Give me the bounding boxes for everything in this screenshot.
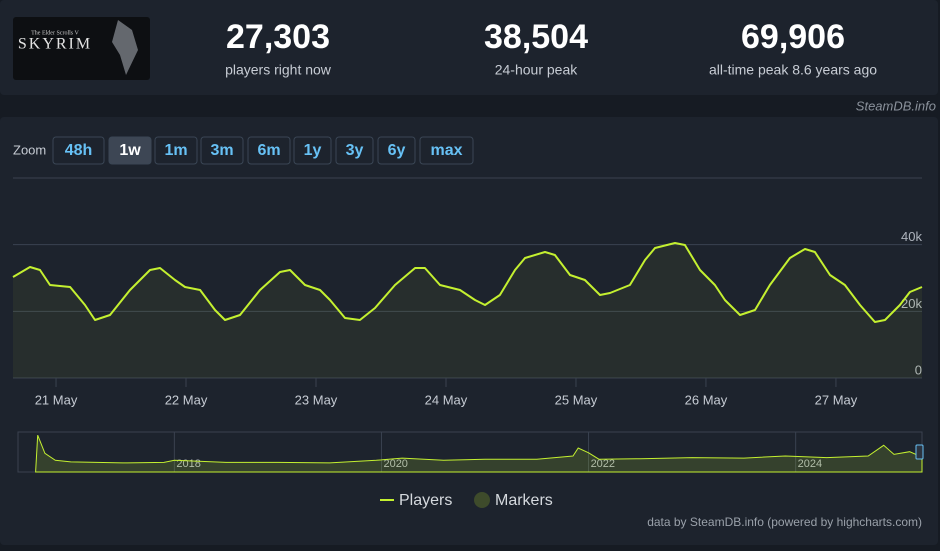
stats-card bbox=[0, 0, 938, 95]
navigator-tick-label: 2024 bbox=[798, 458, 822, 470]
x-tick-label: 23 May bbox=[295, 392, 338, 407]
zoom-button-label[interactable]: 1m bbox=[164, 142, 187, 159]
line bbox=[12, 242, 923, 323]
x-tick-label: 25 May bbox=[555, 392, 598, 407]
credits: data by SteamDB.info (powered by highcha… bbox=[647, 515, 922, 529]
main-chart: 0 20k 40k 21 May 22 May 23 May 24 May 25 May 26 … bbox=[12, 229, 923, 407]
legend-label[interactable]: Players bbox=[399, 492, 452, 509]
y-tick-label: 40k bbox=[901, 229, 922, 244]
chart-card bbox=[0, 117, 938, 545]
navigator-area bbox=[35, 435, 923, 473]
zoom-button-label[interactable]: 6y bbox=[388, 142, 406, 159]
zoom-label: Zoom bbox=[13, 142, 46, 157]
legend-label[interactable]: Markers bbox=[495, 492, 553, 509]
zoom-button[interactable] bbox=[419, 136, 474, 165]
x-tick-label: 22 May bbox=[165, 392, 208, 407]
stat-label: 24-hour peak bbox=[495, 62, 579, 78]
stat-label: all-time peak 8.6 years ago bbox=[709, 62, 877, 78]
navigator-handle[interactable] bbox=[915, 444, 924, 460]
zoom-button[interactable] bbox=[293, 136, 332, 165]
navigator-tick-label: 2022 bbox=[591, 458, 615, 470]
logo-subtitle: The Elder Scrolls V bbox=[31, 30, 79, 36]
zoom-button[interactable] bbox=[247, 136, 291, 165]
zoom-buttons: 48h 1w 1m 3m 6m 1y 3y 6y max bbox=[52, 136, 474, 165]
navigator-tick-label: 2020 bbox=[383, 458, 407, 470]
logo-emblem bbox=[112, 20, 138, 75]
x-tick-label: 26 May bbox=[685, 392, 728, 407]
zoom-button[interactable] bbox=[108, 136, 152, 165]
zoom-button[interactable] bbox=[154, 136, 198, 165]
brand: SteamDB.info bbox=[856, 98, 936, 113]
stat-value: 38,504 bbox=[484, 18, 588, 56]
navigator: 2018 2020 2022 2024 bbox=[35, 432, 923, 473]
legend-swatch bbox=[474, 492, 490, 508]
zoom-button-label[interactable]: max bbox=[430, 142, 462, 159]
zoom-button[interactable] bbox=[52, 136, 105, 165]
line-area bbox=[13, 243, 922, 378]
y-tick-label: 0 bbox=[915, 362, 922, 377]
zoom-button-label[interactable]: 48h bbox=[65, 142, 93, 159]
zoom-button-label[interactable]: 1y bbox=[304, 142, 322, 159]
zoom-button-label[interactable]: 6m bbox=[257, 142, 280, 159]
x-tick-label: 27 May bbox=[815, 392, 858, 407]
x-tick-label: 21 May bbox=[35, 392, 78, 407]
x-tick-label: 24 May bbox=[425, 392, 468, 407]
logo-title: SKYRIM bbox=[18, 36, 92, 53]
stat-label: players right now bbox=[225, 62, 332, 78]
zoom-button[interactable] bbox=[377, 136, 416, 165]
zoom-button-label[interactable]: 3y bbox=[346, 142, 364, 159]
zoom-button[interactable] bbox=[200, 136, 244, 165]
y-tick-label: 20k bbox=[901, 296, 922, 311]
zoom-button[interactable] bbox=[335, 136, 374, 165]
zoom-button-label[interactable]: 1w bbox=[119, 142, 141, 159]
stat-value: 69,906 bbox=[741, 18, 845, 56]
zoom-button-label[interactable]: 3m bbox=[210, 142, 233, 159]
stat-value: 27,303 bbox=[226, 18, 330, 56]
